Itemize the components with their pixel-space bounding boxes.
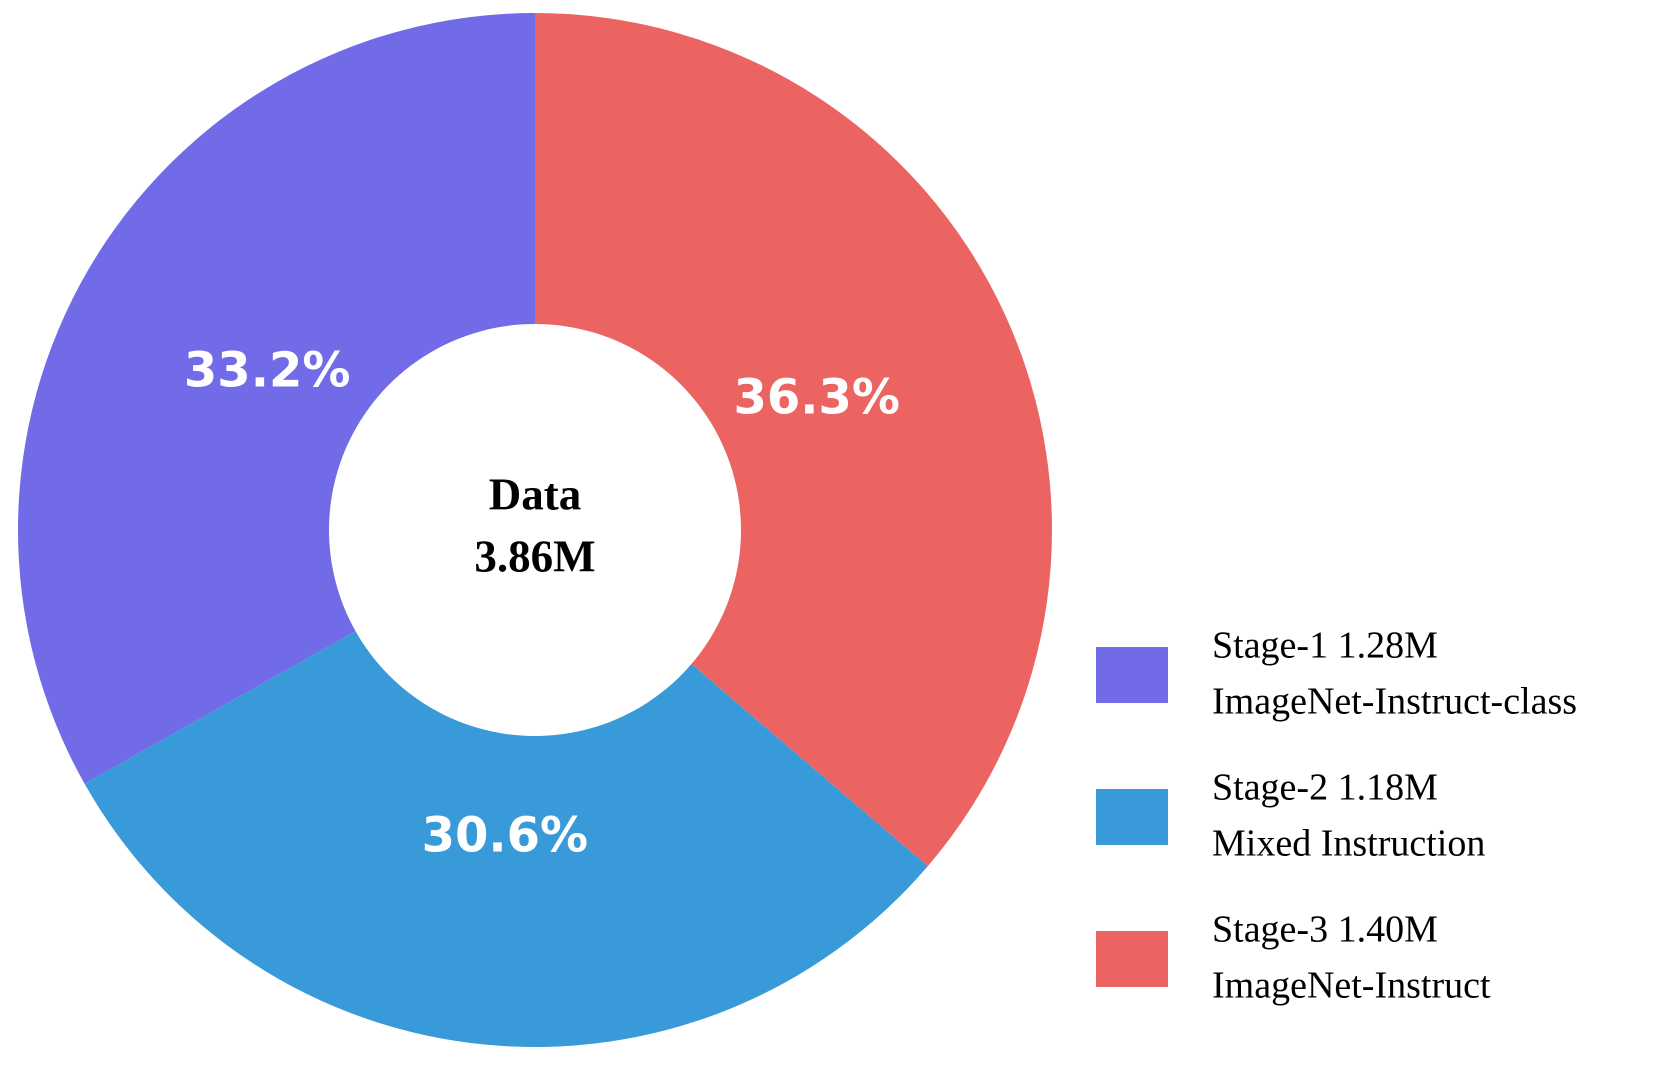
legend-label: Stage-2 1.18M bbox=[1212, 767, 1438, 809]
value-label: 36.3% bbox=[733, 369, 900, 425]
donut-slice bbox=[84, 631, 928, 1047]
legend-label: Stage-3 1.40M bbox=[1212, 909, 1438, 951]
legend-label: ImageNet-Instruct-class bbox=[1212, 681, 1577, 723]
legend-swatch bbox=[1096, 647, 1168, 703]
donut-slice bbox=[535, 13, 1052, 867]
donut-slice bbox=[17, 13, 536, 784]
value-label: 33.2% bbox=[184, 342, 351, 398]
legend-label: ImageNet-Instruct bbox=[1212, 965, 1491, 1007]
legend-label: Stage-1 1.28M bbox=[1212, 625, 1438, 667]
value-label: 30.6% bbox=[422, 808, 589, 864]
center-label: 3.86M bbox=[474, 531, 595, 581]
legend-swatch bbox=[1096, 789, 1168, 845]
center-label: Data bbox=[489, 469, 581, 519]
legend-label: Mixed Instruction bbox=[1212, 823, 1485, 865]
legend-swatch bbox=[1096, 931, 1168, 987]
